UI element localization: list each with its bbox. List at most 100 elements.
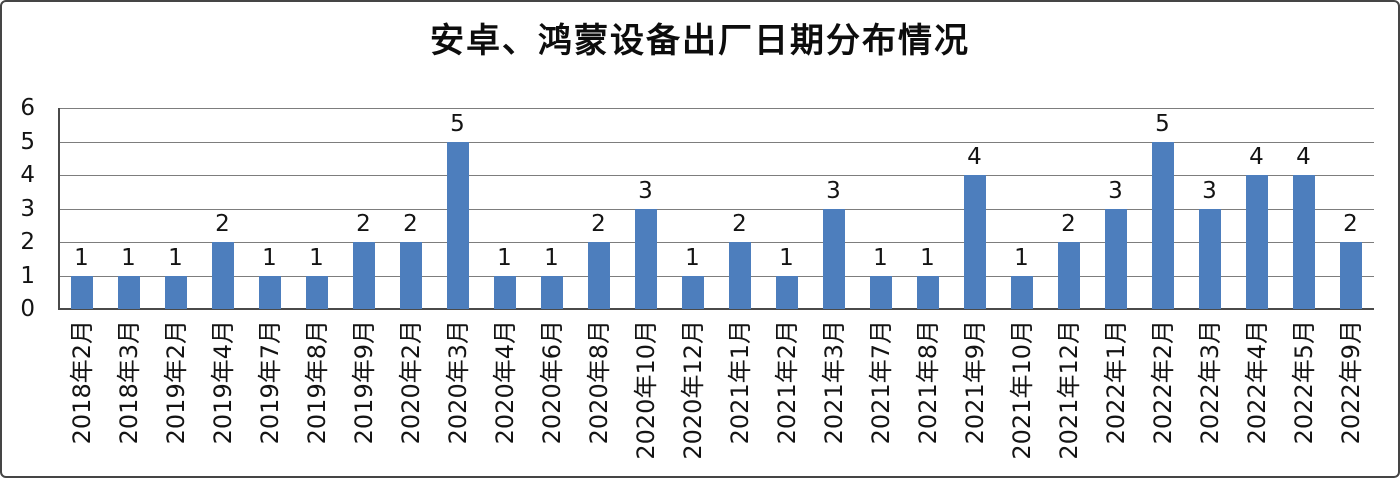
gridline	[58, 208, 1374, 210]
x-tick-label: 2020年8月	[584, 320, 613, 445]
x-tick-label: 2020年12月	[678, 320, 707, 460]
y-axis-line	[58, 108, 60, 309]
bar-value-label: 4	[967, 144, 982, 170]
bar-value-label: 5	[1155, 110, 1170, 137]
bar	[1198, 208, 1221, 309]
gridline	[58, 108, 1374, 109]
x-tick-label: 2022年5月	[1289, 320, 1318, 445]
bar-value-label: 1	[685, 244, 700, 271]
x-tick-label: 2019年4月	[208, 320, 237, 445]
x-tick-label: 2021年2月	[772, 320, 801, 445]
bar	[211, 242, 234, 309]
bar-value-label: 1	[779, 244, 794, 271]
bar	[1151, 141, 1174, 309]
bar-value-label: 2	[403, 211, 418, 237]
bar	[446, 141, 469, 309]
y-tick-label: 6	[20, 95, 35, 121]
bar	[587, 242, 610, 309]
bar-value-label: 1	[309, 244, 324, 271]
bar-value-label: 1	[1014, 244, 1029, 271]
x-tick-label: 2019年2月	[161, 320, 190, 445]
bar	[352, 242, 375, 309]
bar	[1057, 242, 1080, 309]
x-tick-label: 2019年9月	[349, 320, 378, 445]
bar-value-label: 3	[1202, 177, 1217, 204]
x-tick-label: 2022年2月	[1148, 320, 1177, 445]
bar	[728, 242, 751, 309]
gridline	[58, 242, 1374, 243]
bar-value-label: 2	[215, 211, 230, 237]
bar	[775, 275, 798, 309]
bar	[916, 275, 939, 309]
bar-value-label: 1	[920, 244, 935, 271]
x-tick-label: 2020年3月	[443, 320, 472, 445]
bar	[1339, 242, 1362, 309]
x-axis-line	[58, 308, 1374, 310]
bar-value-label: 1	[544, 244, 559, 271]
bar-value-label: 1	[262, 244, 277, 271]
x-tick-label: 2019年8月	[302, 320, 331, 445]
bar-value-label: 4	[1296, 144, 1311, 170]
y-tick-label: 4	[20, 162, 35, 188]
x-tick-label: 2020年2月	[396, 320, 425, 445]
x-tick-label: 2018年3月	[114, 320, 143, 445]
x-tick-label: 2020年10月	[631, 320, 660, 460]
bar	[164, 275, 187, 309]
bar	[399, 242, 422, 309]
bar-value-label: 1	[873, 244, 888, 271]
bar-value-label: 2	[356, 211, 371, 237]
bar-value-label: 1	[497, 244, 512, 271]
bar	[305, 275, 328, 309]
x-tick-label: 2021年7月	[866, 320, 895, 445]
bar-value-label: 2	[732, 211, 747, 237]
x-tick-label: 2021年10月	[1007, 320, 1036, 460]
bar-value-label: 4	[1249, 144, 1264, 170]
x-tick-label: 2020年6月	[537, 320, 566, 445]
bar	[493, 275, 516, 309]
bar-value-label: 1	[74, 244, 89, 271]
x-tick-label: 2018年2月	[67, 320, 96, 445]
bar	[258, 275, 281, 309]
x-tick-label: 2021年8月	[913, 320, 942, 445]
gridline	[58, 175, 1374, 176]
y-tick-label: 0	[20, 296, 35, 322]
bar-value-label: 3	[826, 177, 841, 204]
bar	[1104, 208, 1127, 309]
x-tick-label: 2022年1月	[1101, 320, 1130, 445]
bar	[70, 275, 93, 309]
y-tick-label: 3	[20, 195, 35, 222]
bar	[1292, 175, 1315, 309]
bar	[681, 275, 704, 309]
chart-title: 安卓、鸿蒙设备出厂日期分布情况	[430, 21, 970, 61]
x-tick-label: 2022年9月	[1336, 320, 1365, 445]
x-tick-label: 2022年3月	[1195, 320, 1224, 445]
x-tick-label: 2021年1月	[725, 320, 754, 445]
bar	[1245, 175, 1268, 309]
gridline	[58, 141, 1374, 143]
y-tick-label: 5	[20, 128, 35, 155]
x-tick-label: 2021年3月	[819, 320, 848, 445]
gridline	[58, 275, 1374, 277]
x-tick-label: 2021年12月	[1054, 320, 1083, 460]
bar-value-label: 2	[591, 211, 606, 237]
bar	[540, 275, 563, 309]
bar-value-label: 5	[450, 110, 465, 137]
bar-value-label: 1	[121, 244, 136, 271]
bar	[634, 208, 657, 309]
bar-value-label: 2	[1343, 211, 1358, 237]
x-tick-label: 2021年9月	[960, 320, 989, 445]
x-tick-label: 2020年4月	[490, 320, 519, 445]
bar-value-label: 3	[638, 177, 653, 204]
x-tick-label: 2019年7月	[255, 320, 284, 445]
bar-value-label: 3	[1108, 177, 1123, 204]
bar-value-label: 2	[1061, 211, 1076, 237]
bar	[1010, 275, 1033, 309]
x-tick-label: 2022年4月	[1242, 320, 1271, 445]
bar	[117, 275, 140, 309]
bar	[869, 275, 892, 309]
bar-value-label: 1	[168, 244, 183, 271]
bar	[822, 208, 845, 309]
y-tick-label: 2	[20, 229, 35, 255]
y-tick-label: 1	[20, 262, 35, 289]
